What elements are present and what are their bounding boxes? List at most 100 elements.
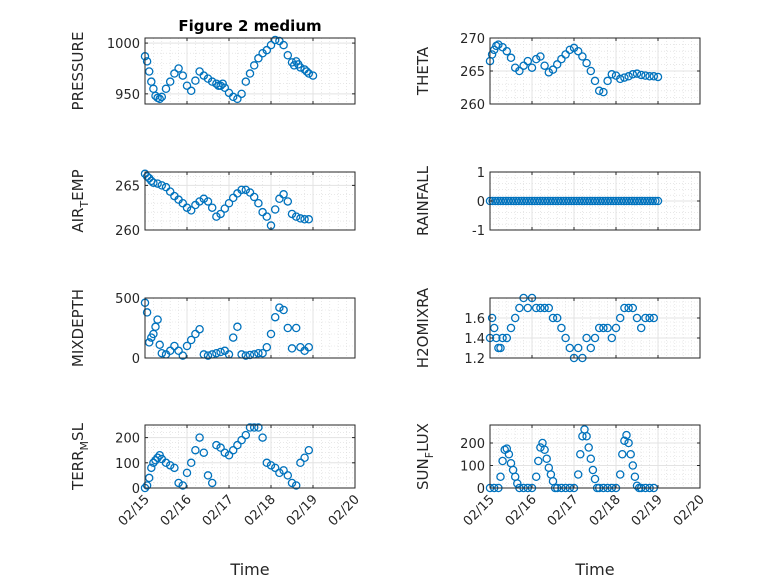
data-point — [220, 204, 230, 213]
data-point — [624, 72, 633, 81]
data-point — [228, 333, 238, 342]
data-point — [498, 456, 507, 466]
data-point — [572, 196, 581, 206]
data-point — [249, 423, 259, 432]
data-point — [513, 479, 522, 488]
data-point — [601, 196, 610, 206]
data-point — [624, 303, 633, 313]
data-point — [645, 313, 654, 323]
data-point — [594, 86, 604, 96]
x-tick-label: 02/15 — [116, 492, 153, 529]
data-point — [155, 94, 164, 104]
data-point — [241, 430, 251, 440]
data-point — [270, 205, 280, 214]
data-point — [161, 182, 171, 192]
data-point — [233, 94, 242, 104]
data-point — [245, 350, 255, 360]
data-point — [502, 46, 512, 56]
data-point — [279, 190, 288, 199]
data-point — [533, 196, 542, 206]
data-point — [153, 179, 162, 188]
data-point — [552, 60, 562, 69]
data-point — [165, 77, 175, 86]
y-axis-label: AIRTEMP — [69, 169, 91, 232]
data-point — [178, 351, 188, 360]
data-point — [153, 315, 162, 324]
y-axis-label: PRESSURE — [69, 32, 87, 111]
data-point — [628, 70, 638, 79]
data-point — [643, 196, 652, 206]
data-point — [270, 312, 280, 322]
data-point — [170, 69, 179, 78]
data-point — [195, 324, 204, 334]
data-point — [300, 215, 309, 224]
data-point — [582, 58, 591, 68]
data-point — [506, 196, 516, 206]
data-point — [157, 348, 167, 358]
data-point — [254, 348, 263, 358]
data-point — [165, 461, 175, 470]
y-axis-label: TERRMSL — [69, 422, 91, 491]
data-point — [304, 342, 314, 352]
data-point — [151, 456, 160, 465]
data-point — [582, 196, 592, 206]
data-point — [628, 303, 638, 313]
subplot-pressure: 950 1000 PRESSURE Figure 2 medium — [69, 17, 356, 111]
data-point — [517, 196, 526, 206]
data-point — [622, 430, 631, 440]
subplot-h2omixra: 1.2 1.4 1.6 H2OMIXRA — [414, 287, 701, 368]
data-point — [212, 440, 221, 450]
data-point — [651, 196, 660, 206]
data-point — [287, 344, 297, 353]
y-tick-label: 265 — [460, 65, 485, 80]
y-tick-label: 1.2 — [464, 352, 485, 367]
data-point — [182, 468, 192, 478]
data-point — [216, 81, 225, 90]
x-tick-label: 02/17 — [545, 492, 582, 529]
y-tick-label: 200 — [115, 432, 140, 447]
y-tick-label: 500 — [115, 292, 140, 307]
data-point — [142, 481, 152, 490]
data-point — [582, 431, 591, 441]
data-point — [557, 54, 566, 64]
data-point — [527, 196, 537, 206]
data-point — [626, 449, 635, 459]
data-point — [496, 343, 505, 353]
data-point — [216, 443, 225, 452]
x-tick-label: 02/18 — [587, 492, 624, 529]
data-point — [237, 185, 246, 195]
data-point — [534, 456, 543, 466]
data-point — [632, 313, 642, 323]
data-point — [182, 203, 192, 212]
y-axis-label-main: TERR — [69, 450, 87, 491]
data-point — [302, 67, 311, 76]
data-point — [144, 67, 154, 76]
subplot-air_temp: 260 265 AIRTEMP — [69, 169, 356, 239]
y-axis-label-main: H2OMIXRA — [414, 287, 432, 368]
data-point — [619, 196, 629, 206]
data-point — [170, 341, 179, 351]
data-point — [551, 196, 560, 206]
data-point — [496, 472, 505, 481]
data-point — [531, 303, 541, 313]
data-point — [178, 481, 188, 490]
data-point — [291, 212, 301, 221]
data-point — [653, 196, 663, 206]
data-point — [594, 323, 604, 333]
data-point — [620, 436, 629, 445]
data-point — [614, 196, 623, 206]
data-point — [530, 196, 539, 206]
data-point — [241, 185, 251, 195]
data-point — [546, 196, 555, 206]
data-point — [557, 323, 566, 333]
data-point — [262, 212, 272, 221]
y-axis-label-tail: LUX — [414, 423, 432, 452]
data-point — [157, 181, 167, 190]
data-point — [149, 178, 158, 187]
data-point — [632, 196, 642, 206]
y-tick-label: 0 — [132, 352, 140, 367]
data-point — [266, 461, 276, 470]
data-point — [576, 449, 585, 459]
data-point — [620, 73, 629, 82]
data-point — [599, 323, 608, 333]
